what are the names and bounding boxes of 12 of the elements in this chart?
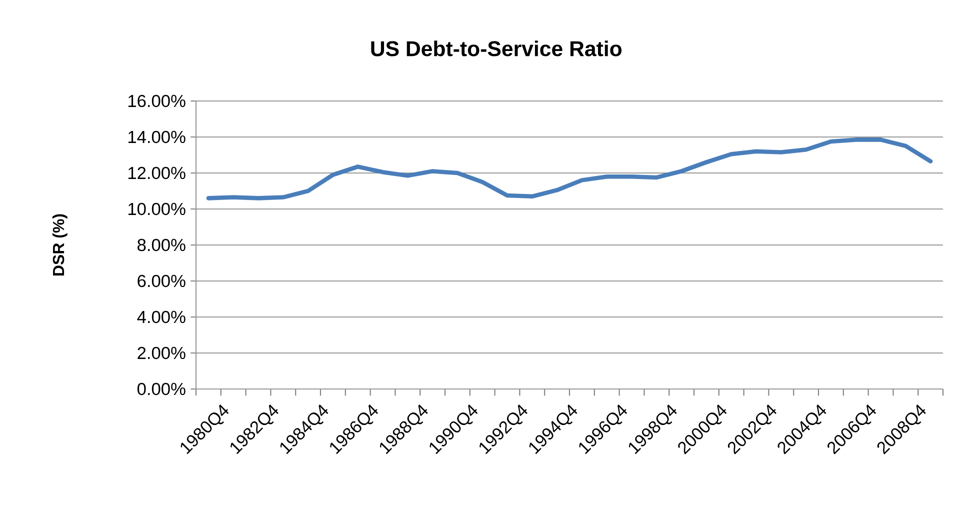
y-axis-title: DSR (%) [52,214,68,276]
y-tick-label: 8.00% [138,238,186,252]
y-tick-label: 10.00% [128,202,186,216]
line-series [206,138,933,200]
chart-title: US Debt-to-Service Ratio [371,40,622,56]
y-tick-label: 0.00% [137,382,186,396]
y-tick-label: 14.00% [128,130,186,144]
y-tick-label: 12.00% [128,166,186,180]
y-tick-label: 2.00% [138,346,186,360]
y-tick-label: 16.00% [128,94,186,108]
y-tick-label: 4.00% [137,310,186,324]
y-tick-label: 6.00% [138,274,186,288]
